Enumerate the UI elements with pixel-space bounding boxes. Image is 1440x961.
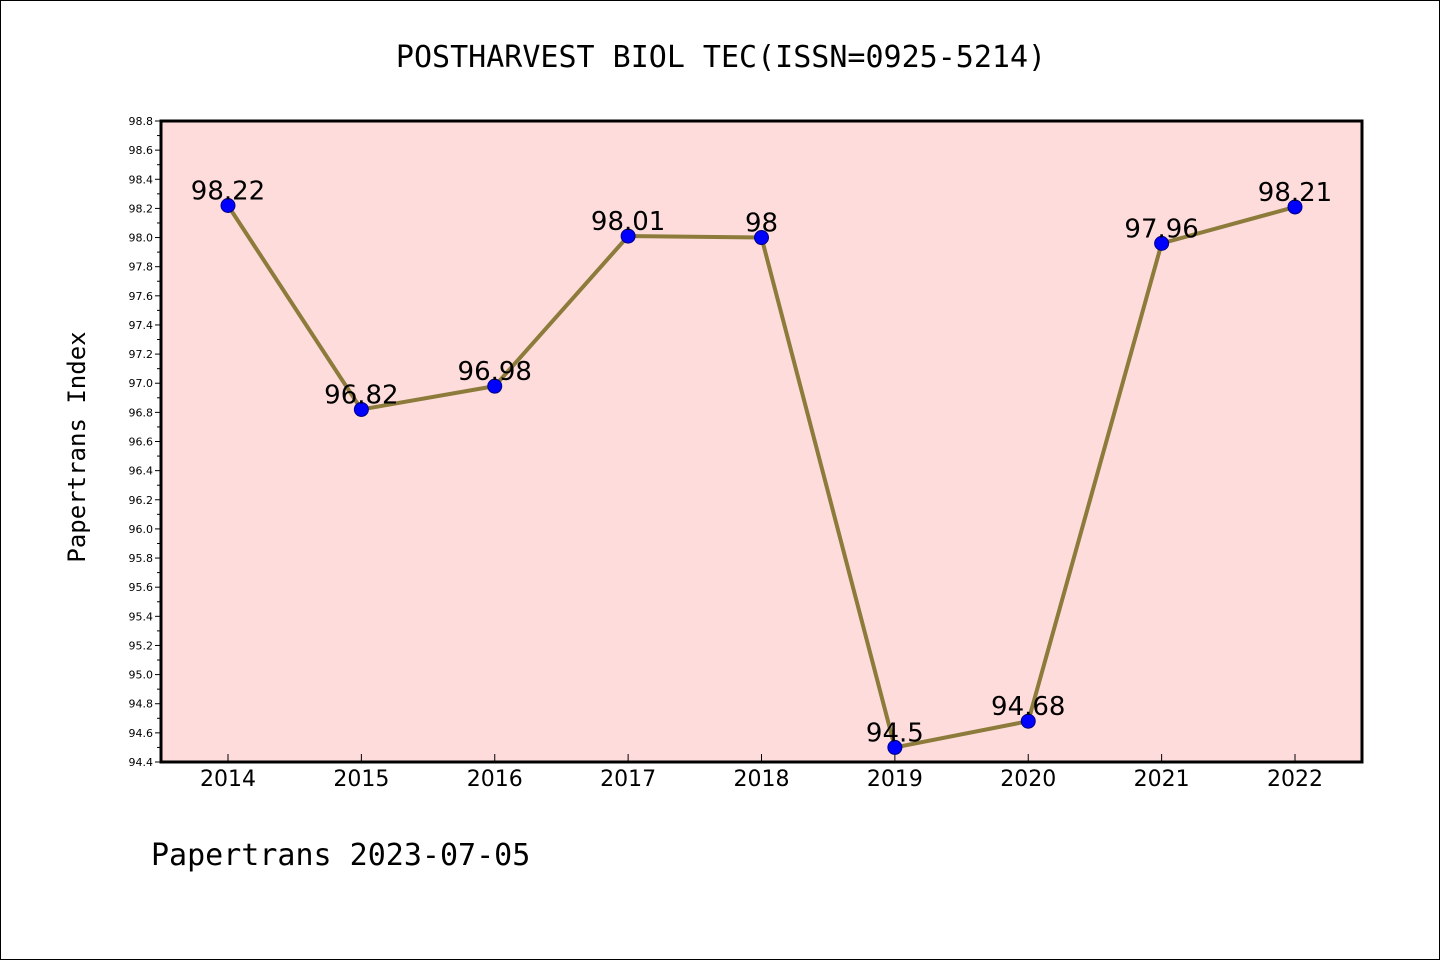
- x-tick-label: 2016: [467, 767, 523, 792]
- data-label: 94.68: [991, 692, 1065, 722]
- data-label: 98: [745, 209, 778, 239]
- data-label: 96.82: [324, 380, 398, 410]
- data-point: [887, 739, 903, 755]
- data-point: [1154, 235, 1170, 251]
- y-tick-label: 96.8: [129, 406, 154, 419]
- y-tick-label: 97.8: [129, 261, 154, 274]
- y-tick-label: 96.4: [129, 465, 154, 478]
- y-tick-label: 96.6: [129, 436, 154, 449]
- y-tick-label: 98.6: [129, 144, 154, 157]
- x-tick-label: 2020: [1000, 767, 1056, 792]
- y-tick-label: 95.2: [129, 639, 154, 652]
- y-tick-label: 95.0: [129, 669, 154, 682]
- data-point: [754, 230, 769, 246]
- y-tick-label: 95.8: [129, 552, 154, 565]
- x-tick-label: 2021: [1134, 767, 1190, 792]
- y-tick-label: 95.6: [129, 581, 154, 594]
- data-point: [353, 401, 369, 417]
- data-label: 98.21: [1258, 178, 1332, 208]
- chart-title: POSTHARVEST BIOL TEC(ISSN=0925-5214): [396, 40, 1046, 75]
- data-point: [1287, 199, 1303, 215]
- y-tick-label: 98.4: [129, 173, 154, 186]
- data-label: 98.01: [591, 207, 665, 237]
- data-point: [620, 228, 636, 244]
- data-label: 96.98: [458, 357, 532, 387]
- y-tick-label: 97.6: [129, 290, 154, 303]
- y-tick-label: 97.0: [129, 377, 154, 390]
- y-tick-label: 94.6: [129, 727, 154, 740]
- x-tick-label: 2018: [734, 767, 790, 792]
- x-tick-label: 2014: [200, 767, 256, 792]
- x-axis-ticks: 2014 2015 2016 2017 2018 2019 2020 2021 2022: [200, 754, 1323, 792]
- y-tick-label: 96.0: [129, 523, 154, 536]
- y-tick-label: 98.0: [129, 232, 154, 245]
- data-label: 97.96: [1124, 214, 1198, 244]
- y-tick-label: 97.4: [129, 319, 154, 332]
- y-tick-label: 98.2: [129, 202, 154, 215]
- x-tick-label: 2015: [333, 767, 389, 792]
- data-point: [1020, 713, 1036, 729]
- y-tick-label: 95.4: [129, 610, 154, 623]
- y-tick-label: 96.2: [129, 494, 154, 507]
- data-label-layer: 98.22 96.82 96.98 98.01 98 94.5 94.68 97.96 98.2…: [191, 176, 1332, 748]
- data-point: [487, 378, 503, 394]
- data-point: [220, 197, 236, 213]
- plot-area: [159, 119, 1364, 764]
- y-axis-label: Papertrans Index: [63, 331, 91, 562]
- x-tick-label: 2019: [867, 767, 923, 792]
- y-tick-label: 94.4: [129, 756, 154, 769]
- y-tick-label: 94.8: [129, 698, 154, 711]
- data-label: 98.22: [191, 176, 265, 206]
- series-layer: [220, 197, 1303, 755]
- y-axis-ticks: 94.4 94.6 94.8 95.0 95.2 95.4 95.6 95.8 96.0 96.2…: [129, 115, 161, 769]
- x-tick-label: 2022: [1267, 767, 1323, 792]
- y-tick-label: 97.2: [129, 348, 154, 361]
- footer-text: Papertrans 2023-07-05: [151, 838, 530, 873]
- y-tick-label: 98.8: [129, 115, 154, 128]
- data-label: 94.5: [866, 718, 924, 748]
- x-tick-label: 2017: [600, 767, 656, 792]
